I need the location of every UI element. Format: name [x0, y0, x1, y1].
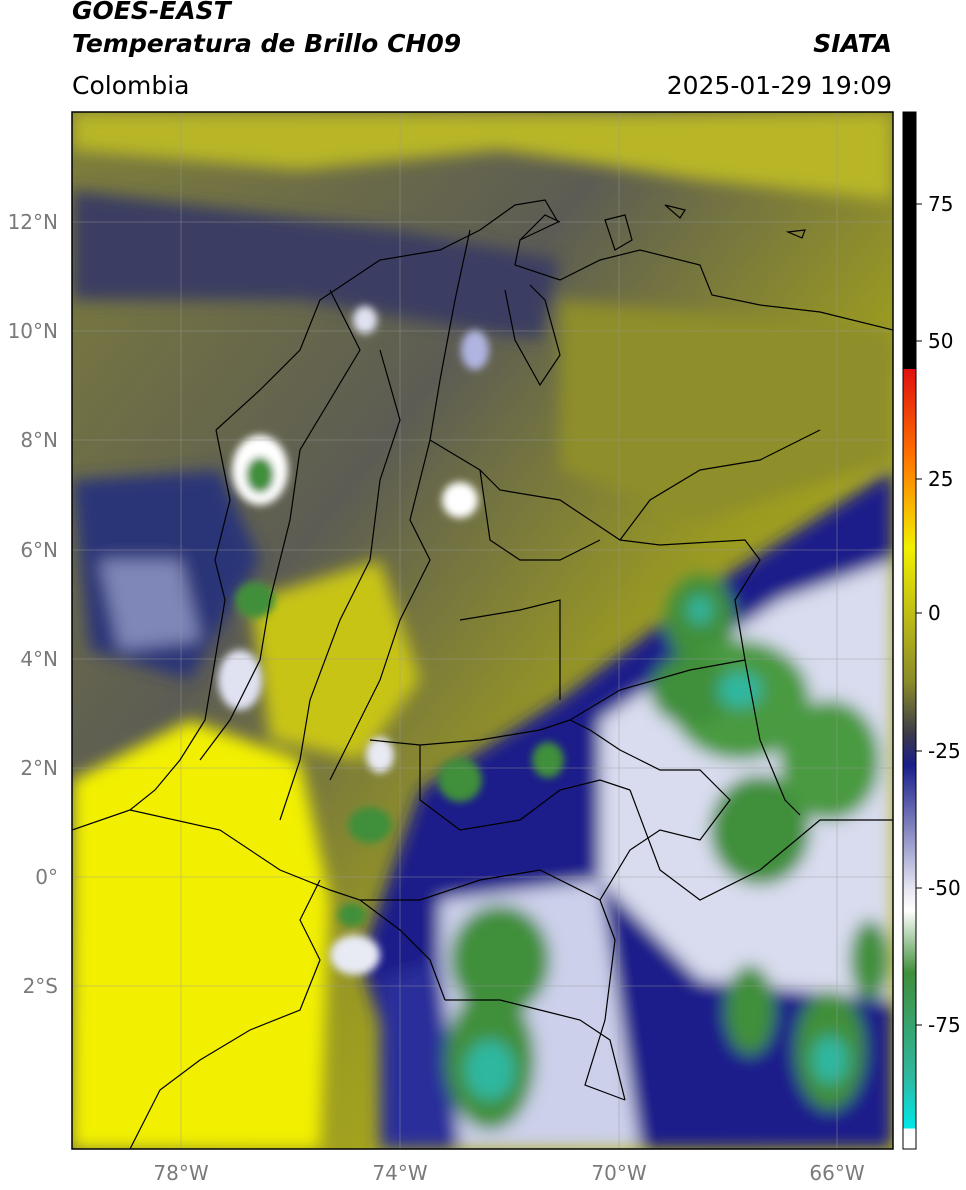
- brazil-interior: [629, 789, 893, 901]
- guajira: [519, 214, 561, 241]
- colorbar-tick-label: -50: [928, 876, 961, 900]
- interior-dept-4: [479, 469, 601, 561]
- interior-dept-1: [199, 289, 361, 761]
- map-frame: [71, 111, 894, 1150]
- island-3: [785, 229, 806, 239]
- colorbar-tick-label: -75: [928, 1013, 961, 1037]
- interior-dept-3: [329, 439, 431, 781]
- interior-dept-6: [369, 719, 571, 746]
- colorbar-ticks: 75 50 25 0 -25 -50 -75: [916, 192, 961, 1037]
- lat-label: 6°N: [20, 538, 58, 562]
- colorbar-tick-label: -25: [928, 739, 961, 763]
- colombia-brazil-border: [569, 719, 731, 1101]
- interior-dept-7: [419, 745, 631, 831]
- colorbar: [902, 111, 917, 1150]
- interior-dept-8: [360, 869, 601, 901]
- interior-dept-2: [279, 349, 401, 821]
- lat-label: 2°S: [23, 974, 58, 998]
- lon-label: 74°W: [372, 1161, 427, 1185]
- colombia-venezuela-border: [429, 229, 801, 816]
- colorbar-tick-label: 75: [928, 192, 953, 216]
- title-product: Temperatura de Brillo CH09: [72, 29, 462, 58]
- colorbar-tick-label: 25: [928, 467, 953, 491]
- colorbar-tick-label: 50: [928, 329, 953, 353]
- datetime-label: 2025-01-29 19:09: [666, 71, 892, 100]
- region-label: Colombia: [72, 71, 190, 100]
- cloud-field: [72, 112, 893, 1149]
- caribbean-coast: [215, 199, 893, 431]
- colombia-peru-border: [445, 999, 626, 1101]
- lon-label: 78°W: [153, 1161, 208, 1185]
- lat-label: 12°N: [8, 210, 58, 234]
- title-satellite: GOES-EAST: [72, 0, 231, 25]
- ecuador-coast: [129, 879, 321, 1149]
- pacific-coast: [72, 429, 231, 831]
- gulf-maracaibo: [504, 284, 561, 387]
- coastlines-borders: [72, 199, 893, 1149]
- venezuela-brazil-border: [569, 659, 746, 721]
- lon-label: 70°W: [591, 1161, 646, 1185]
- lat-label: 4°N: [20, 647, 58, 671]
- island-1: [604, 214, 633, 251]
- storm-cells-west: [218, 306, 564, 975]
- gridlines: [72, 112, 893, 1149]
- lat-label: 0°: [35, 865, 58, 889]
- organization-label: SIATA: [813, 29, 892, 58]
- lon-label: 66°W: [809, 1161, 864, 1185]
- venezuela-interior: [619, 429, 821, 541]
- colombia-ecuador-border: [129, 809, 446, 1001]
- colorbar-tick-label: 0: [928, 601, 941, 625]
- lat-label: 10°N: [8, 319, 58, 343]
- lat-label: 8°N: [20, 428, 58, 452]
- island-2: [664, 204, 686, 219]
- interior-dept-5: [459, 599, 561, 700]
- lat-label: 2°N: [20, 756, 58, 780]
